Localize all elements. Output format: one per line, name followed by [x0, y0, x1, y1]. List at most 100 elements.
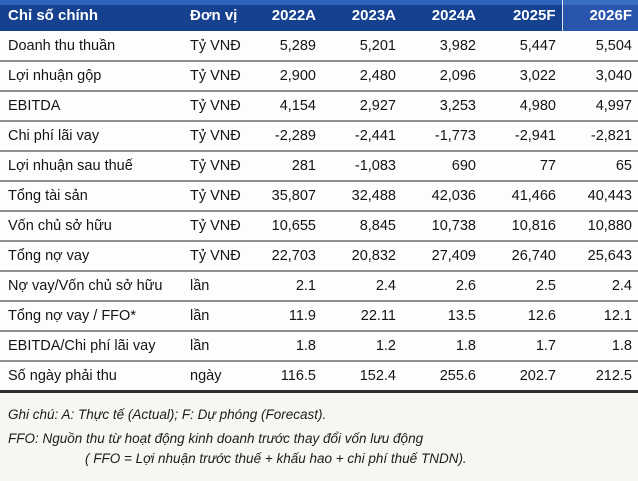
metric-label: EBITDA — [0, 91, 190, 122]
financial-metrics-table: Chỉ số chính Đơn vị 2022A 2023A 2024A 20… — [0, 0, 638, 393]
value-cell: 10,655 — [246, 211, 322, 242]
table-row: Nợ vay/Vốn chủ sở hữu lần 2.1 2.4 2.6 2.… — [0, 271, 638, 302]
unit-cell: lần — [190, 331, 246, 362]
value-cell: 2.6 — [402, 271, 482, 302]
metric-label: Tổng nợ vay / FFO* — [0, 301, 190, 332]
value-cell: 2,927 — [322, 91, 402, 122]
value-cell: 2.4 — [562, 271, 638, 302]
metric-label: Chi phí lãi vay — [0, 121, 190, 152]
metric-label: Lợi nhuận gộp — [0, 61, 190, 92]
footnotes: Ghi chú: A: Thực tế (Actual); F: Dự phón… — [0, 393, 638, 466]
value-cell: 4,980 — [482, 91, 562, 122]
unit-cell: Tỷ VNĐ — [190, 121, 246, 152]
header-year-2025: 2025F — [482, 0, 562, 31]
unit-cell: lần — [190, 301, 246, 332]
value-cell: 3,253 — [402, 91, 482, 122]
value-cell: 26,740 — [482, 241, 562, 272]
value-cell: 1.8 — [246, 331, 322, 362]
value-cell: 1.7 — [482, 331, 562, 362]
unit-cell: Tỷ VNĐ — [190, 31, 246, 62]
value-cell: 42,036 — [402, 181, 482, 212]
value-cell: 2,900 — [246, 61, 322, 92]
table-row: Tổng nợ vay Tỷ VNĐ 22,703 20,832 27,409 … — [0, 241, 638, 272]
value-cell: 12.1 — [562, 301, 638, 332]
value-cell: 12.6 — [482, 301, 562, 332]
table-row: EBITDA Tỷ VNĐ 4,154 2,927 3,253 4,980 4,… — [0, 91, 638, 122]
header-unit: Đơn vị — [190, 0, 246, 31]
value-cell: 116.5 — [246, 361, 322, 393]
value-cell: 1.2 — [322, 331, 402, 362]
metric-label: Số ngày phải thu — [0, 361, 190, 393]
metric-label: EBITDA/Chi phí lãi vay — [0, 331, 190, 362]
table-row: Tổng tài sản Tỷ VNĐ 35,807 32,488 42,036… — [0, 181, 638, 212]
unit-cell: ngày — [190, 361, 246, 393]
value-cell: 41,466 — [482, 181, 562, 212]
footnote-ffo-definition: FFO: Nguồn thu từ hoạt động kinh doanh t… — [8, 430, 424, 446]
unit-cell: Tỷ VNĐ — [190, 181, 246, 212]
value-cell: 35,807 — [246, 181, 322, 212]
value-cell: 65 — [562, 151, 638, 182]
value-cell: 2,096 — [402, 61, 482, 92]
value-cell: 3,022 — [482, 61, 562, 92]
value-cell: 1.8 — [562, 331, 638, 362]
metric-label: Tổng tài sản — [0, 181, 190, 212]
header-year-2022: 2022A — [246, 0, 322, 31]
value-cell: -2,441 — [322, 121, 402, 152]
value-cell: 10,816 — [482, 211, 562, 242]
table-row: Lợi nhuận sau thuế Tỷ VNĐ 281 -1,083 690… — [0, 151, 638, 182]
value-cell: 77 — [482, 151, 562, 182]
unit-cell: Tỷ VNĐ — [190, 241, 246, 272]
value-cell: 2.1 — [246, 271, 322, 302]
table-row: Doanh thu thuần Tỷ VNĐ 5,289 5,201 3,982… — [0, 31, 638, 62]
value-cell: 3,040 — [562, 61, 638, 92]
value-cell: 281 — [246, 151, 322, 182]
value-cell: 27,409 — [402, 241, 482, 272]
value-cell: 8,845 — [322, 211, 402, 242]
value-cell: 13.5 — [402, 301, 482, 332]
value-cell: 2.5 — [482, 271, 562, 302]
value-cell: 690 — [402, 151, 482, 182]
value-cell: 32,488 — [322, 181, 402, 212]
value-cell: 5,201 — [322, 31, 402, 62]
value-cell: 20,832 — [322, 241, 402, 272]
value-cell: -2,289 — [246, 121, 322, 152]
value-cell: 5,289 — [246, 31, 322, 62]
value-cell: -2,941 — [482, 121, 562, 152]
value-cell: -1,083 — [322, 151, 402, 182]
value-cell: -1,773 — [402, 121, 482, 152]
header-metric: Chỉ số chính — [0, 0, 190, 31]
value-cell: 2.4 — [322, 271, 402, 302]
table-row: Lợi nhuận gộp Tỷ VNĐ 2,900 2,480 2,096 3… — [0, 61, 638, 92]
table-row: Vốn chủ sở hữu Tỷ VNĐ 10,655 8,845 10,73… — [0, 211, 638, 242]
header-row: Chỉ số chính Đơn vị 2022A 2023A 2024A 20… — [0, 0, 638, 31]
value-cell: 1.8 — [402, 331, 482, 362]
value-cell: 2,480 — [322, 61, 402, 92]
value-cell: 10,880 — [562, 211, 638, 242]
value-cell: 152.4 — [322, 361, 402, 393]
value-cell: 22.11 — [322, 301, 402, 332]
value-cell: 4,154 — [246, 91, 322, 122]
value-cell: 212.5 — [562, 361, 638, 393]
metric-label: Nợ vay/Vốn chủ sở hữu — [0, 271, 190, 302]
value-cell: 255.6 — [402, 361, 482, 393]
footnote-ffo-formula: ( FFO = Lợi nhuận trước thuế + khấu hao … — [85, 450, 467, 466]
metric-label: Vốn chủ sở hữu — [0, 211, 190, 242]
metric-label: Doanh thu thuần — [0, 31, 190, 62]
unit-cell: Tỷ VNĐ — [190, 91, 246, 122]
value-cell: 22,703 — [246, 241, 322, 272]
metric-label: Lợi nhuận sau thuế — [0, 151, 190, 182]
value-cell: 11.9 — [246, 301, 322, 332]
unit-cell: Tỷ VNĐ — [190, 211, 246, 242]
value-cell: 25,643 — [562, 241, 638, 272]
value-cell: 4,997 — [562, 91, 638, 122]
unit-cell: Tỷ VNĐ — [190, 61, 246, 92]
unit-cell: lần — [190, 271, 246, 302]
table-row: Số ngày phải thu ngày 116.5 152.4 255.6 … — [0, 361, 638, 393]
header-year-2026: 2026F — [561, 0, 638, 31]
value-cell: 202.7 — [482, 361, 562, 393]
header-year-2023: 2023A — [322, 0, 402, 31]
table-row: Chi phí lãi vay Tỷ VNĐ -2,289 -2,441 -1,… — [0, 121, 638, 152]
table-header: Chỉ số chính Đơn vị 2022A 2023A 2024A 20… — [0, 0, 638, 31]
value-cell: 3,982 — [402, 31, 482, 62]
table-row: EBITDA/Chi phí lãi vay lần 1.8 1.2 1.8 1… — [0, 331, 638, 362]
